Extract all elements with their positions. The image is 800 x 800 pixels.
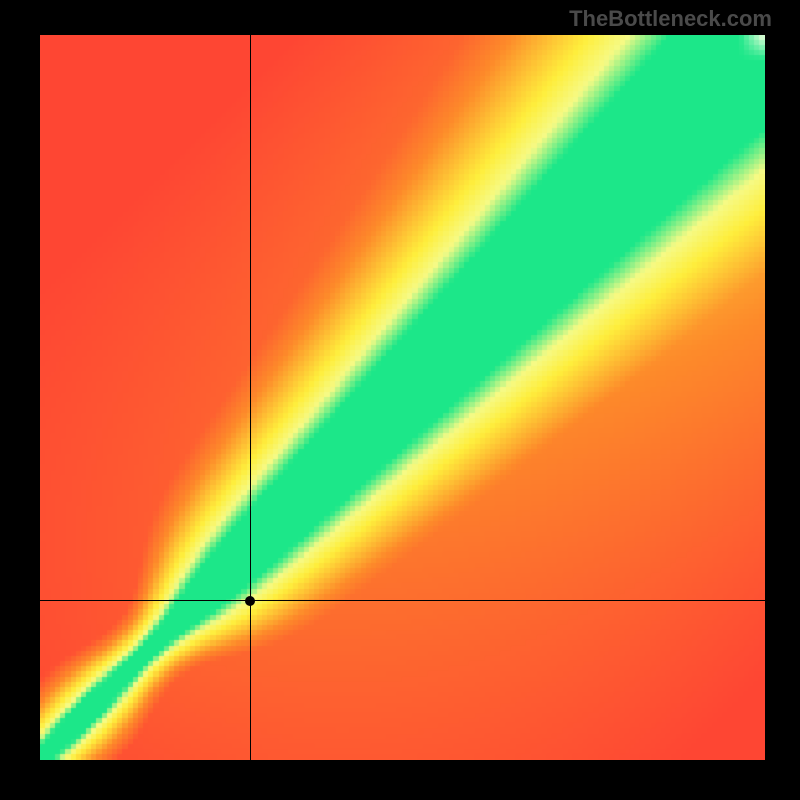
crosshair-horizontal — [40, 600, 765, 601]
bottleneck-heatmap — [40, 35, 765, 760]
crosshair-marker — [245, 596, 255, 606]
crosshair-vertical — [250, 35, 251, 760]
watermark-text: TheBottleneck.com — [569, 6, 772, 32]
